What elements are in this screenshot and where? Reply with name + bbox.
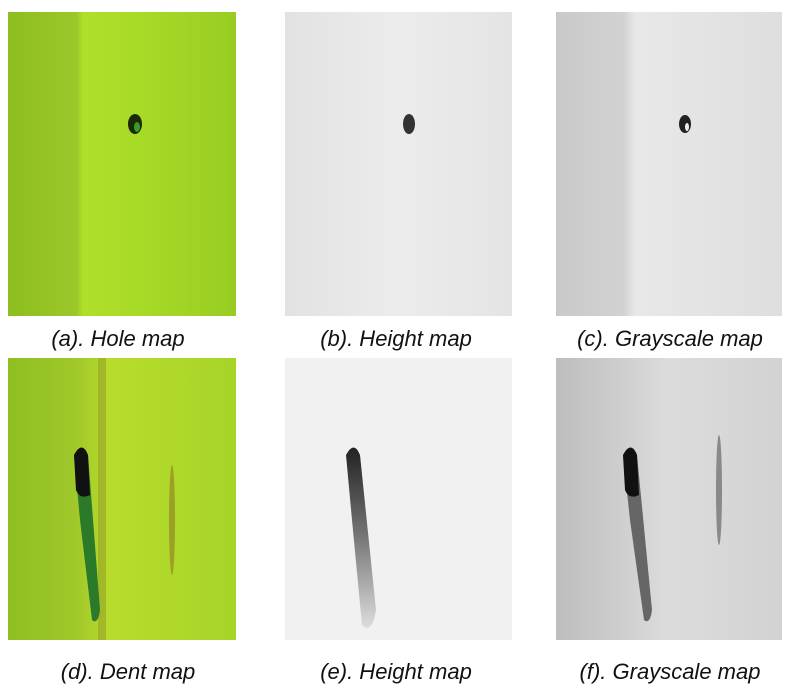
caption: (d). Dent map: [61, 659, 196, 684]
streak: [716, 435, 722, 545]
figure: (a). Hole map (b). Height map (c). Grays…: [0, 0, 791, 691]
dent-image: [8, 358, 236, 640]
streak: [98, 358, 106, 640]
caption: (f). Grayscale map: [580, 659, 761, 684]
height-image: [285, 358, 512, 640]
height-image: [285, 12, 512, 316]
hole-image: [8, 12, 236, 316]
caption: (b). Height map: [320, 326, 472, 351]
caption: (e). Height map: [320, 659, 472, 684]
dent-dark: [74, 448, 90, 497]
hole: [679, 115, 691, 133]
grayscale-image: [556, 12, 782, 316]
caption: (a). Hole map: [51, 326, 184, 351]
grayscale-image: [556, 358, 782, 640]
body: (a). Hole map (b). Height map (c). Grays…: [0, 0, 791, 691]
hole: [403, 114, 415, 134]
caption: (c). Grayscale map: [577, 326, 763, 351]
dent-dark: [623, 448, 639, 497]
streak: [169, 465, 175, 575]
hole-inner: [134, 122, 140, 132]
hole-inner: [685, 123, 689, 131]
page: {"figure": {"captions": ["(a). Hole map"…: [0, 0, 791, 691]
